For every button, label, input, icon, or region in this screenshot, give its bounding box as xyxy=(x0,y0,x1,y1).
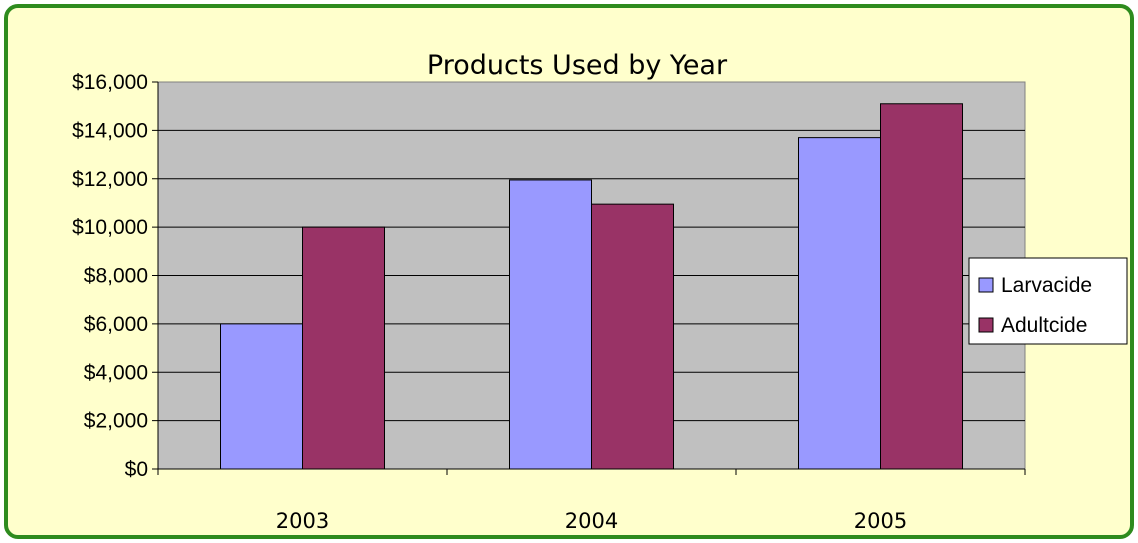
y-tick-label: $4,000 xyxy=(84,361,148,384)
legend-box xyxy=(968,257,1128,345)
x-tick-label: 2004 xyxy=(565,509,618,533)
bar-adultcide-2005 xyxy=(880,103,963,470)
chart-title: Products Used by Year xyxy=(427,50,728,81)
y-tick-label: $2,000 xyxy=(84,410,148,433)
y-tick-label: $14,000 xyxy=(72,119,148,142)
bar-adultcide-2003 xyxy=(302,226,385,470)
y-tick-label: $0 xyxy=(125,458,148,481)
legend-swatch-larvacide xyxy=(978,277,994,293)
y-tick-label: $10,000 xyxy=(72,216,148,239)
x-tick-label: 2003 xyxy=(276,509,329,533)
bar-larvacide-2005 xyxy=(798,137,881,470)
axes: $0 $2,000 $4,000 $6,000 $8,000 $10,000 $12,000… xyxy=(72,71,1026,533)
y-tick-label: $6,000 xyxy=(84,313,148,336)
y-tick-label: $12,000 xyxy=(72,168,148,191)
y-tick-label: $16,000 xyxy=(72,71,148,94)
bar-larvacide-2004 xyxy=(509,179,592,470)
bars xyxy=(220,103,963,470)
legend-label-adultcide: Adultcide xyxy=(1001,314,1087,337)
bar-larvacide-2003 xyxy=(220,323,303,470)
legend-swatch-adultcide xyxy=(978,317,994,333)
y-tick-label: $8,000 xyxy=(84,265,148,288)
chart-frame: Products Used by Year $0 $2,000 $4,000 $6,0… xyxy=(4,4,1134,539)
bar-adultcide-2004 xyxy=(591,203,674,470)
legend: Larvacide Adultcide xyxy=(968,257,1128,345)
legend-label-larvacide: Larvacide xyxy=(1001,274,1092,297)
bar-chart: Products Used by Year $0 $2,000 $4,000 $6,0… xyxy=(72,50,1128,533)
x-tick-label: 2005 xyxy=(854,509,907,533)
